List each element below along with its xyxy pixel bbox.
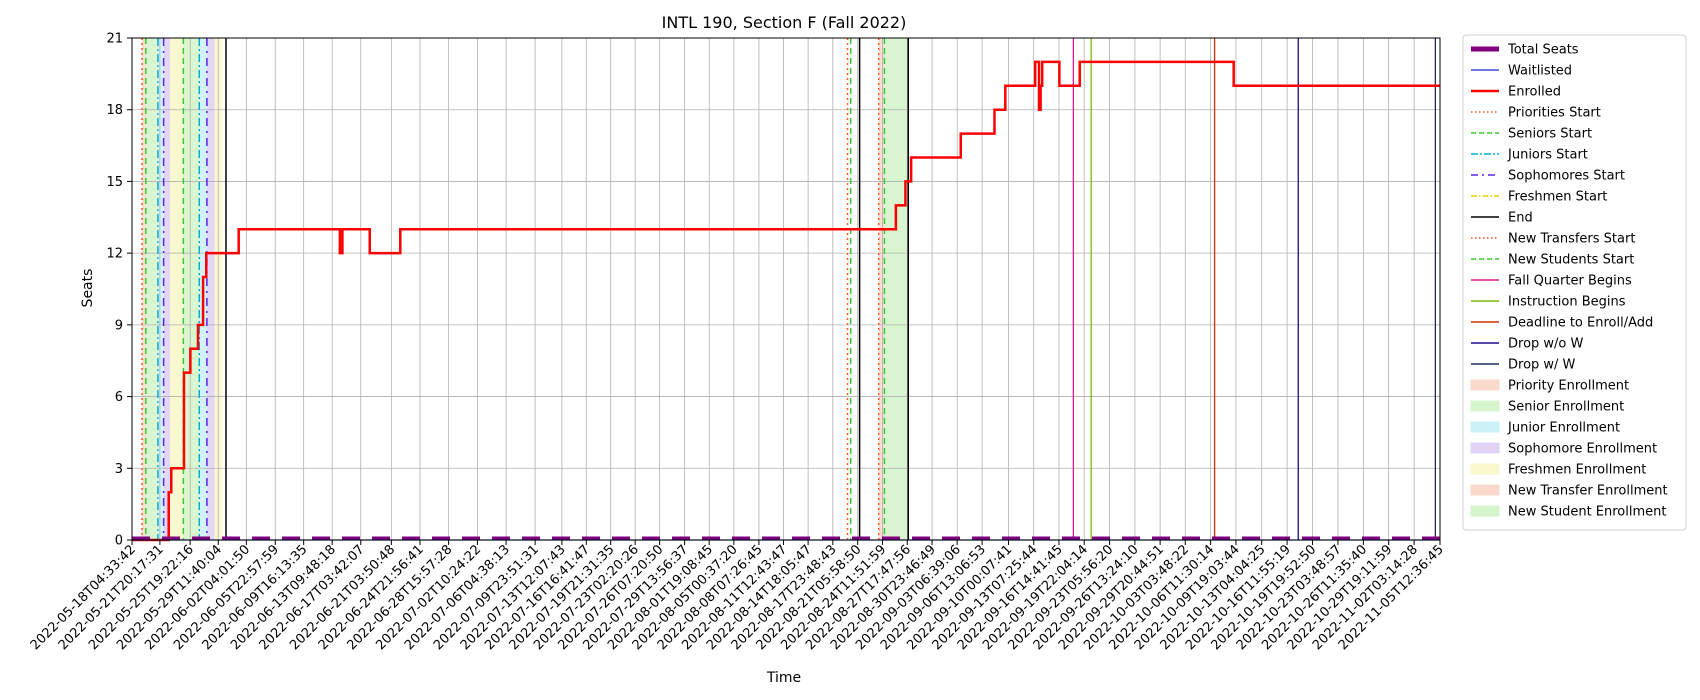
legend-item-drop-w-w: Drop w/ W	[1471, 358, 1576, 373]
legend-label: Seniors Start	[1508, 127, 1592, 142]
span-new-student-enrollment-10	[884, 38, 909, 540]
legend-item-sophomores-start: Sophomores Start	[1471, 169, 1625, 184]
span-senior-enrollment-1	[145, 38, 158, 540]
y-tick-label: 9	[115, 318, 123, 333]
y-tick-label: 0	[115, 534, 123, 549]
legend-item-junior-enrollment: Junior Enrollment	[1470, 421, 1620, 436]
legend-item-freshmen-start: Freshmen Start	[1471, 190, 1607, 205]
legend-label: Sophomores Start	[1508, 169, 1625, 184]
legend-label: New Transfer Enrollment	[1508, 484, 1668, 499]
legend-item-waitlisted: Waitlisted	[1471, 64, 1572, 79]
plot-background	[132, 38, 1440, 540]
span-new-transfer-enrollment-9	[878, 38, 885, 540]
legend-item-fall-quarter-begins: Fall Quarter Begins	[1471, 274, 1632, 289]
legend-label: New Transfers Start	[1508, 232, 1635, 247]
legend-label: New Students Start	[1508, 253, 1634, 268]
legend-item-new-student-enrollment: New Student Enrollment	[1470, 505, 1666, 520]
legend-swatch	[1470, 463, 1500, 475]
legend-item-new-transfers-start: New Transfers Start	[1471, 232, 1635, 247]
x-axis-label: Time	[766, 670, 801, 686]
legend-item-juniors-start: Juniors Start	[1471, 148, 1588, 163]
legend-item-new-transfer-enrollment: New Transfer Enrollment	[1470, 484, 1668, 499]
legend-label: Deadline to Enroll/Add	[1508, 316, 1653, 331]
legend-item-deadline-to-enroll-add: Deadline to Enroll/Add	[1471, 316, 1653, 331]
span-sophomore-enrollment-3	[163, 38, 170, 540]
legend-item-priority-enrollment: Priority Enrollment	[1470, 379, 1629, 394]
legend-item-new-students-start: New Students Start	[1471, 253, 1634, 268]
legend-box	[1462, 34, 1687, 531]
legend-item-freshmen-enrollment: Freshmen Enrollment	[1470, 463, 1646, 478]
legend-label: Sophomore Enrollment	[1508, 442, 1657, 457]
legend-label: Freshmen Start	[1508, 190, 1607, 205]
legend-label: Freshmen Enrollment	[1508, 463, 1646, 478]
y-tick-label: 15	[106, 175, 123, 190]
legend-label: New Student Enrollment	[1508, 505, 1666, 520]
span-priority-enrollment-0	[142, 38, 146, 540]
legend-label: Senior Enrollment	[1508, 400, 1624, 415]
chart-title: INTL 190, Section F (Fall 2022)	[662, 13, 907, 32]
y-axis-label: Seats	[80, 269, 96, 308]
legend-item-total-seats: Total Seats	[1471, 43, 1579, 58]
legend-item-sophomore-enrollment: Sophomore Enrollment	[1470, 442, 1657, 457]
span-senior-enrollment-5	[183, 38, 200, 540]
legend-swatch	[1470, 421, 1500, 433]
span-junior-enrollment-2	[157, 38, 164, 540]
legend-label: Waitlisted	[1508, 64, 1572, 79]
legend: Total Seats Waitlisted Enrolled Priorities …	[1462, 34, 1687, 531]
legend-label: Fall Quarter Begins	[1508, 274, 1632, 289]
legend-item-senior-enrollment: Senior Enrollment	[1470, 400, 1624, 415]
span-freshmen-enrollment-4	[169, 38, 184, 540]
grid	[131, 37, 1441, 541]
legend-swatch	[1470, 484, 1500, 496]
legend-label: Priorities Start	[1508, 106, 1601, 121]
legend-swatch	[1470, 400, 1500, 412]
legend-label: Priority Enrollment	[1508, 379, 1629, 394]
span-sophomore-enrollment-7	[206, 38, 215, 540]
legend-item-drop-w-o-w: Drop w/o W	[1471, 337, 1584, 352]
legend-label: Total Seats	[1507, 43, 1579, 58]
legend-label: Drop w/o W	[1508, 337, 1584, 352]
legend-item-seniors-start: Seniors Start	[1471, 127, 1592, 142]
legend-item-instruction-begins: Instruction Begins	[1471, 295, 1626, 310]
legend-swatch	[1470, 442, 1500, 454]
legend-swatch	[1470, 379, 1500, 391]
series-enrolled	[132, 60, 1440, 542]
legend-label: Juniors Start	[1507, 148, 1588, 163]
legend-label: Instruction Begins	[1508, 295, 1626, 310]
y-tick-label: 6	[115, 390, 123, 405]
y-tick-label: 12	[106, 247, 123, 262]
legend-swatch	[1470, 505, 1500, 517]
axes-frame	[131, 37, 1441, 541]
legend-item-end: End	[1471, 211, 1533, 226]
legend-label: Drop w/ W	[1508, 358, 1576, 373]
legend-item-enrolled: Enrolled	[1471, 85, 1561, 100]
legend-label: Junior Enrollment	[1507, 421, 1620, 436]
plot-area: 0369121518212022-05-18T04:33:422022-05-2…	[28, 32, 1447, 654]
y-tick-label: 18	[106, 103, 123, 118]
legend-label: End	[1508, 211, 1533, 226]
y-tick-label: 3	[115, 462, 123, 477]
y-tick-label: 21	[106, 32, 123, 47]
legend-label: Enrolled	[1508, 85, 1561, 100]
legend-item-priorities-start: Priorities Start	[1471, 106, 1601, 121]
